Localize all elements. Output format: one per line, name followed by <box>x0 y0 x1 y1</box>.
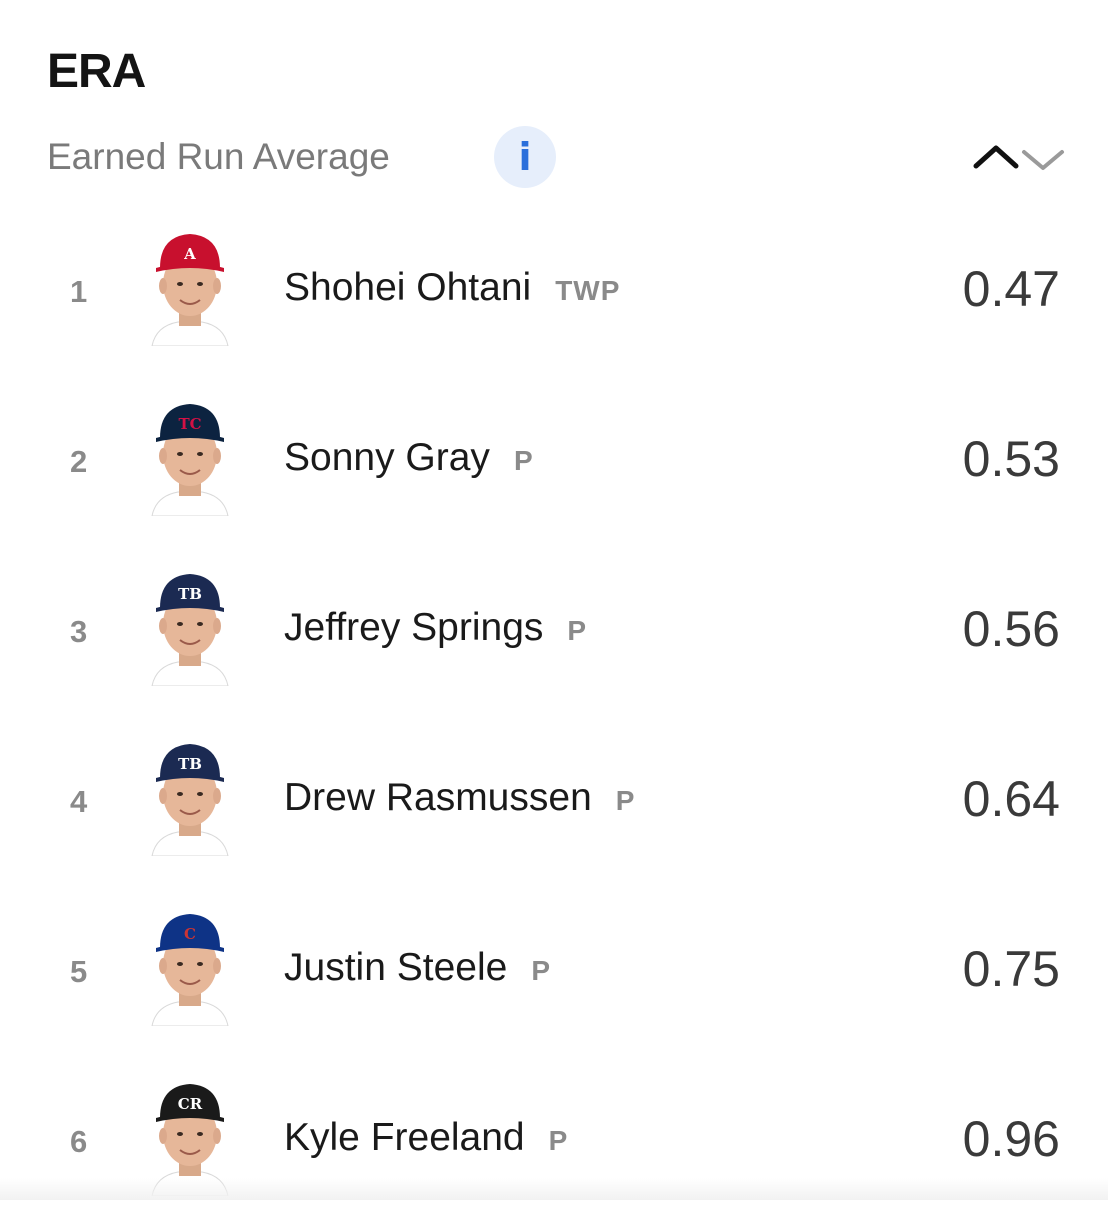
player-position: P <box>513 445 534 476</box>
rays-cap-icon[interactable]: TB <box>148 568 232 687</box>
player-name[interactable]: Shohei Ohtani <box>284 266 532 309</box>
player-era-value: 0.75 <box>962 941 1060 997</box>
sort-descending-icon[interactable] <box>1022 150 1064 170</box>
player-rank: 6 <box>70 1124 88 1159</box>
page-title: ERA <box>47 45 146 98</box>
leaderboard-list: 1 <box>0 208 1108 1228</box>
svg-text:TB: TB <box>178 585 202 603</box>
player-row[interactable]: 4 <box>0 718 1108 888</box>
player-era-value: 0.53 <box>962 431 1060 487</box>
player-era-value: 0.56 <box>962 601 1060 657</box>
player-row[interactable]: 6 <box>0 1058 1108 1228</box>
player-era-value: 0.96 <box>962 1111 1060 1167</box>
player-position: P <box>548 1125 569 1156</box>
info-icon: i <box>518 135 532 179</box>
sort-ascending-icon[interactable] <box>973 145 1019 169</box>
svg-text:A: A <box>183 245 196 263</box>
info-button[interactable]: i <box>494 126 556 188</box>
stat-subtitle: Earned Run Average <box>47 136 390 177</box>
angels-cap-icon[interactable]: A <box>148 228 232 347</box>
player-name[interactable]: Sonny Gray <box>284 436 490 479</box>
player-era-value: 0.64 <box>962 771 1060 827</box>
rays-cap-icon[interactable]: TB <box>148 738 232 857</box>
player-name[interactable]: Drew Rasmussen <box>284 776 592 819</box>
svg-text:CR: CR <box>178 1095 203 1113</box>
player-row[interactable]: 5 <box>0 888 1108 1058</box>
player-rank: 2 <box>70 444 88 479</box>
subtitle-row: Earned Run Average i <box>47 126 1067 190</box>
player-row[interactable]: 3 <box>0 548 1108 718</box>
svg-text:TB: TB <box>178 755 202 773</box>
svg-text:C: C <box>184 925 196 943</box>
player-position: P <box>615 785 636 816</box>
player-rank: 3 <box>70 614 88 649</box>
player-position: P <box>531 955 551 986</box>
player-row[interactable]: 2 <box>0 378 1108 548</box>
player-position: P <box>567 615 588 646</box>
player-row[interactable]: 1 <box>0 208 1108 378</box>
player-name[interactable]: Kyle Freeland <box>284 1116 525 1159</box>
svg-text:TC: TC <box>178 415 201 433</box>
player-rank: 1 <box>70 274 88 309</box>
player-position: TWP <box>555 275 621 306</box>
player-name[interactable]: Jeffrey Springs <box>284 606 544 649</box>
player-name[interactable]: Justin Steele <box>284 946 508 989</box>
bottom-fade <box>0 1178 1108 1200</box>
player-era-value: 0.47 <box>962 261 1060 317</box>
twins-cap-icon[interactable]: TC <box>148 398 232 517</box>
sort-toggle[interactable] <box>972 136 1067 176</box>
cubs-cap-icon[interactable]: C <box>148 908 232 1027</box>
player-rank: 4 <box>70 784 88 819</box>
player-rank: 5 <box>70 954 88 989</box>
